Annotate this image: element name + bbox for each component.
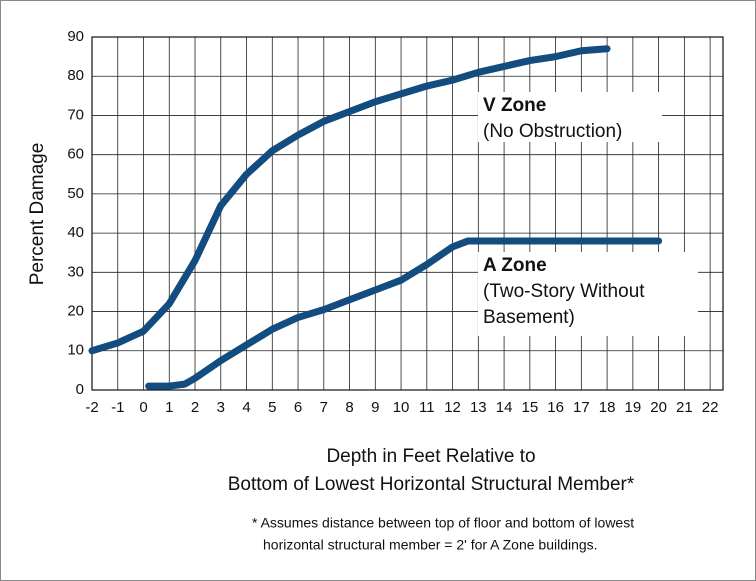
y-tick-label: 80 <box>67 67 84 84</box>
x-tick-label: -1 <box>111 399 124 416</box>
series-description: (No Obstruction) <box>483 121 622 142</box>
y-tick-label: 10 <box>67 342 84 359</box>
x-tick-label: 10 <box>393 399 410 416</box>
label-box <box>478 92 662 142</box>
series-line <box>88 45 611 355</box>
x-tick-label: 19 <box>625 399 642 416</box>
x-tick-label: 7 <box>320 399 328 416</box>
x-tick-label: 9 <box>371 399 379 416</box>
x-tick-label: 6 <box>294 399 302 416</box>
series-line <box>145 237 663 390</box>
plot-border <box>91 36 724 391</box>
series-description: Basement) <box>483 307 575 328</box>
series-label: V Zone <box>483 95 546 116</box>
x-tick-label: 18 <box>599 399 616 416</box>
y-axis-label: Percent Damage <box>27 143 48 286</box>
y-tick-label: 0 <box>76 381 84 398</box>
x-axis-label: Depth in Feet Relative to <box>326 446 535 467</box>
x-axis-label: Bottom of Lowest Horizontal Structural M… <box>228 474 635 495</box>
x-tick-label: 4 <box>242 399 250 416</box>
x-tick-label: 3 <box>217 399 225 416</box>
x-tick-label: 14 <box>496 399 513 416</box>
x-tick-label: 2 <box>191 399 199 416</box>
y-tick-label: 90 <box>67 28 84 45</box>
x-tick-label: 15 <box>521 399 538 416</box>
y-tick-label: 60 <box>67 146 84 163</box>
label-box <box>478 252 698 336</box>
y-tick-label: 20 <box>67 303 84 320</box>
x-tick-label: 22 <box>702 399 719 416</box>
y-tick-label: 40 <box>67 224 84 241</box>
y-tick-label: 30 <box>67 263 84 280</box>
x-tick-label: 1 <box>165 399 173 416</box>
x-tick-label: 21 <box>676 399 693 416</box>
y-tick-label: 70 <box>67 106 84 123</box>
x-tick-label: 16 <box>547 399 564 416</box>
footnote: * Assumes distance between top of floor … <box>252 515 634 531</box>
series-label: A Zone <box>483 255 547 276</box>
x-tick-label: 8 <box>345 399 353 416</box>
x-tick-label: 13 <box>470 399 487 416</box>
footnote: horizontal structural member = 2' for A … <box>263 537 598 553</box>
x-tick-label: 20 <box>650 399 667 416</box>
y-tick-label: 50 <box>67 185 84 202</box>
x-tick-label: 12 <box>444 399 461 416</box>
series-description: (Two-Story Without <box>483 281 645 302</box>
x-tick-label: -2 <box>85 399 98 416</box>
x-tick-label: 0 <box>139 399 147 416</box>
x-tick-label: 5 <box>268 399 276 416</box>
x-tick-label: 17 <box>573 399 590 416</box>
x-tick-label: 11 <box>419 399 435 416</box>
